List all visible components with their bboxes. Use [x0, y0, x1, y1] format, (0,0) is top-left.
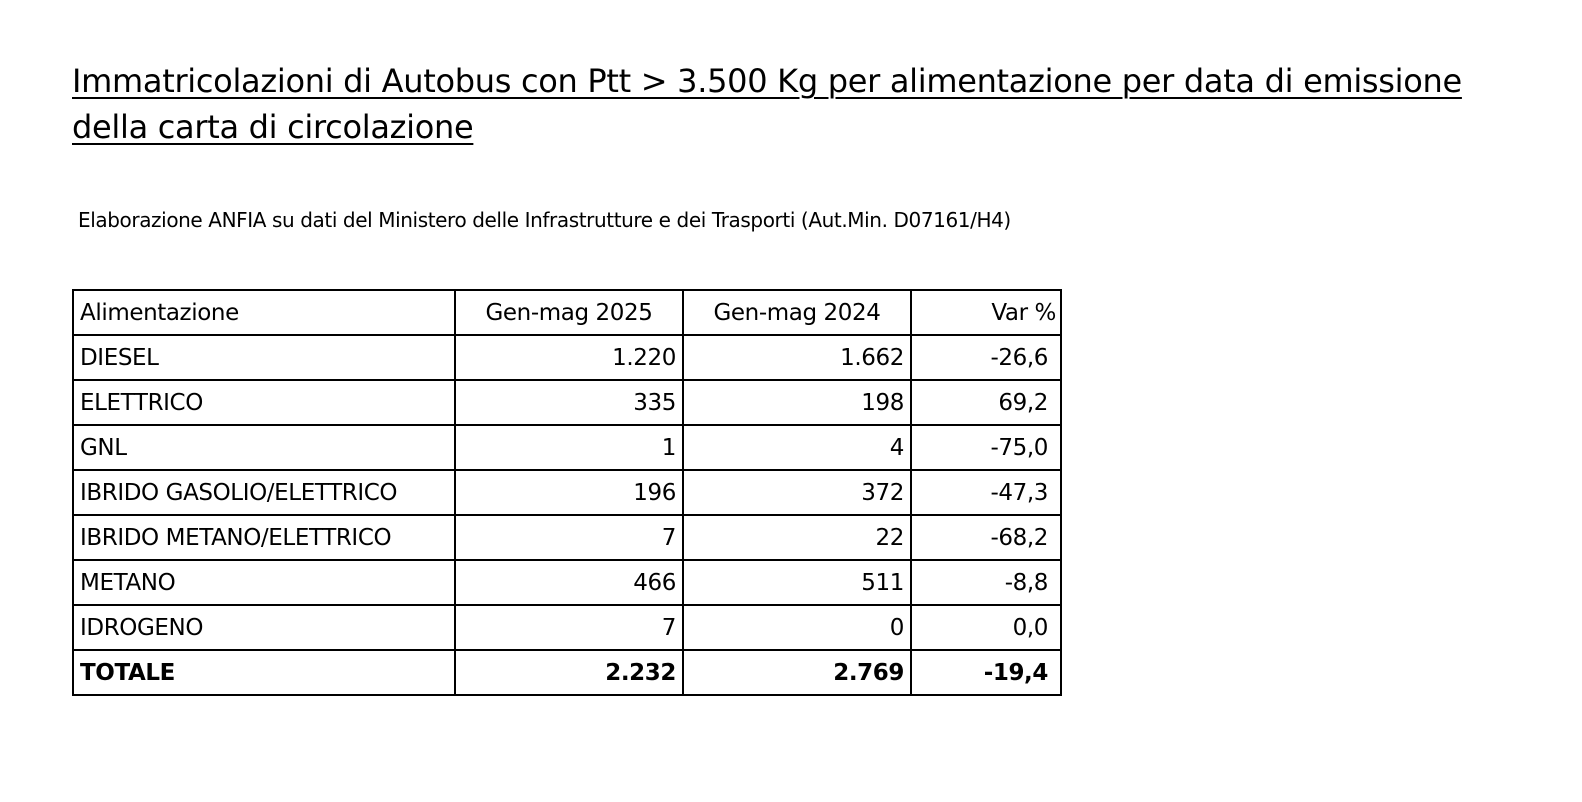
- row-var-percent: 69,2: [910, 379, 1062, 426]
- table-row: DIESEL 1.220 1.662 -26,6: [72, 334, 1062, 381]
- row-fuel-type: METANO: [72, 559, 456, 606]
- row-value-2024: 511: [682, 559, 912, 606]
- row-fuel-type: DIESEL: [72, 334, 456, 381]
- total-label: TOTALE: [72, 649, 456, 696]
- table-header-row: Alimentazione Gen-mag 2025 Gen-mag 2024 …: [72, 289, 1062, 336]
- table-row: GNL 1 4 -75,0: [72, 424, 1062, 471]
- row-value-2025: 335: [454, 379, 684, 426]
- table-row: IBRIDO GASOLIO/ELETTRICO 196 372 -47,3: [72, 469, 1062, 516]
- row-value-2025: 1.220: [454, 334, 684, 381]
- row-fuel-type: IDROGENO: [72, 604, 456, 651]
- column-header-gen-mag-2024: Gen-mag 2024: [682, 289, 912, 336]
- registrations-table: Alimentazione Gen-mag 2025 Gen-mag 2024 …: [72, 289, 1062, 696]
- total-value-2025: 2.232: [454, 649, 684, 696]
- column-header-alimentazione: Alimentazione: [72, 289, 456, 336]
- row-fuel-type: ELETTRICO: [72, 379, 456, 426]
- row-value-2025: 196: [454, 469, 684, 516]
- row-value-2024: 0: [682, 604, 912, 651]
- row-var-percent: -75,0: [910, 424, 1062, 471]
- row-fuel-type: IBRIDO METANO/ELETTRICO: [72, 514, 456, 561]
- row-var-percent: 0,0: [910, 604, 1062, 651]
- row-value-2024: 4: [682, 424, 912, 471]
- row-value-2024: 372: [682, 469, 912, 516]
- table-row: METANO 466 511 -8,8: [72, 559, 1062, 606]
- row-value-2025: 7: [454, 604, 684, 651]
- row-value-2024: 22: [682, 514, 912, 561]
- column-header-var-percent: Var %: [910, 289, 1062, 336]
- row-var-percent: -8,8: [910, 559, 1062, 606]
- row-var-percent: -68,2: [910, 514, 1062, 561]
- row-var-percent: -26,6: [910, 334, 1062, 381]
- row-fuel-type: GNL: [72, 424, 456, 471]
- row-value-2025: 1: [454, 424, 684, 471]
- page-title: Immatricolazioni di Autobus con Ptt > 3.…: [72, 62, 1462, 146]
- row-fuel-type: IBRIDO GASOLIO/ELETTRICO: [72, 469, 456, 516]
- row-value-2024: 198: [682, 379, 912, 426]
- column-header-gen-mag-2025: Gen-mag 2025: [454, 289, 684, 336]
- total-var-percent: -19,4: [910, 649, 1062, 696]
- row-value-2024: 1.662: [682, 334, 912, 381]
- total-value-2024: 2.769: [682, 649, 912, 696]
- table-row: IDROGENO 7 0 0,0: [72, 604, 1062, 651]
- table-row: ELETTRICO 335 198 69,2: [72, 379, 1062, 426]
- row-value-2025: 466: [454, 559, 684, 606]
- row-value-2025: 7: [454, 514, 684, 561]
- row-var-percent: -47,3: [910, 469, 1062, 516]
- table-row: IBRIDO METANO/ELETTRICO 7 22 -68,2: [72, 514, 1062, 561]
- source-note: Elaborazione ANFIA su dati del Ministero…: [78, 208, 1011, 232]
- total-row: TOTALE 2.232 2.769 -19,4: [72, 649, 1062, 696]
